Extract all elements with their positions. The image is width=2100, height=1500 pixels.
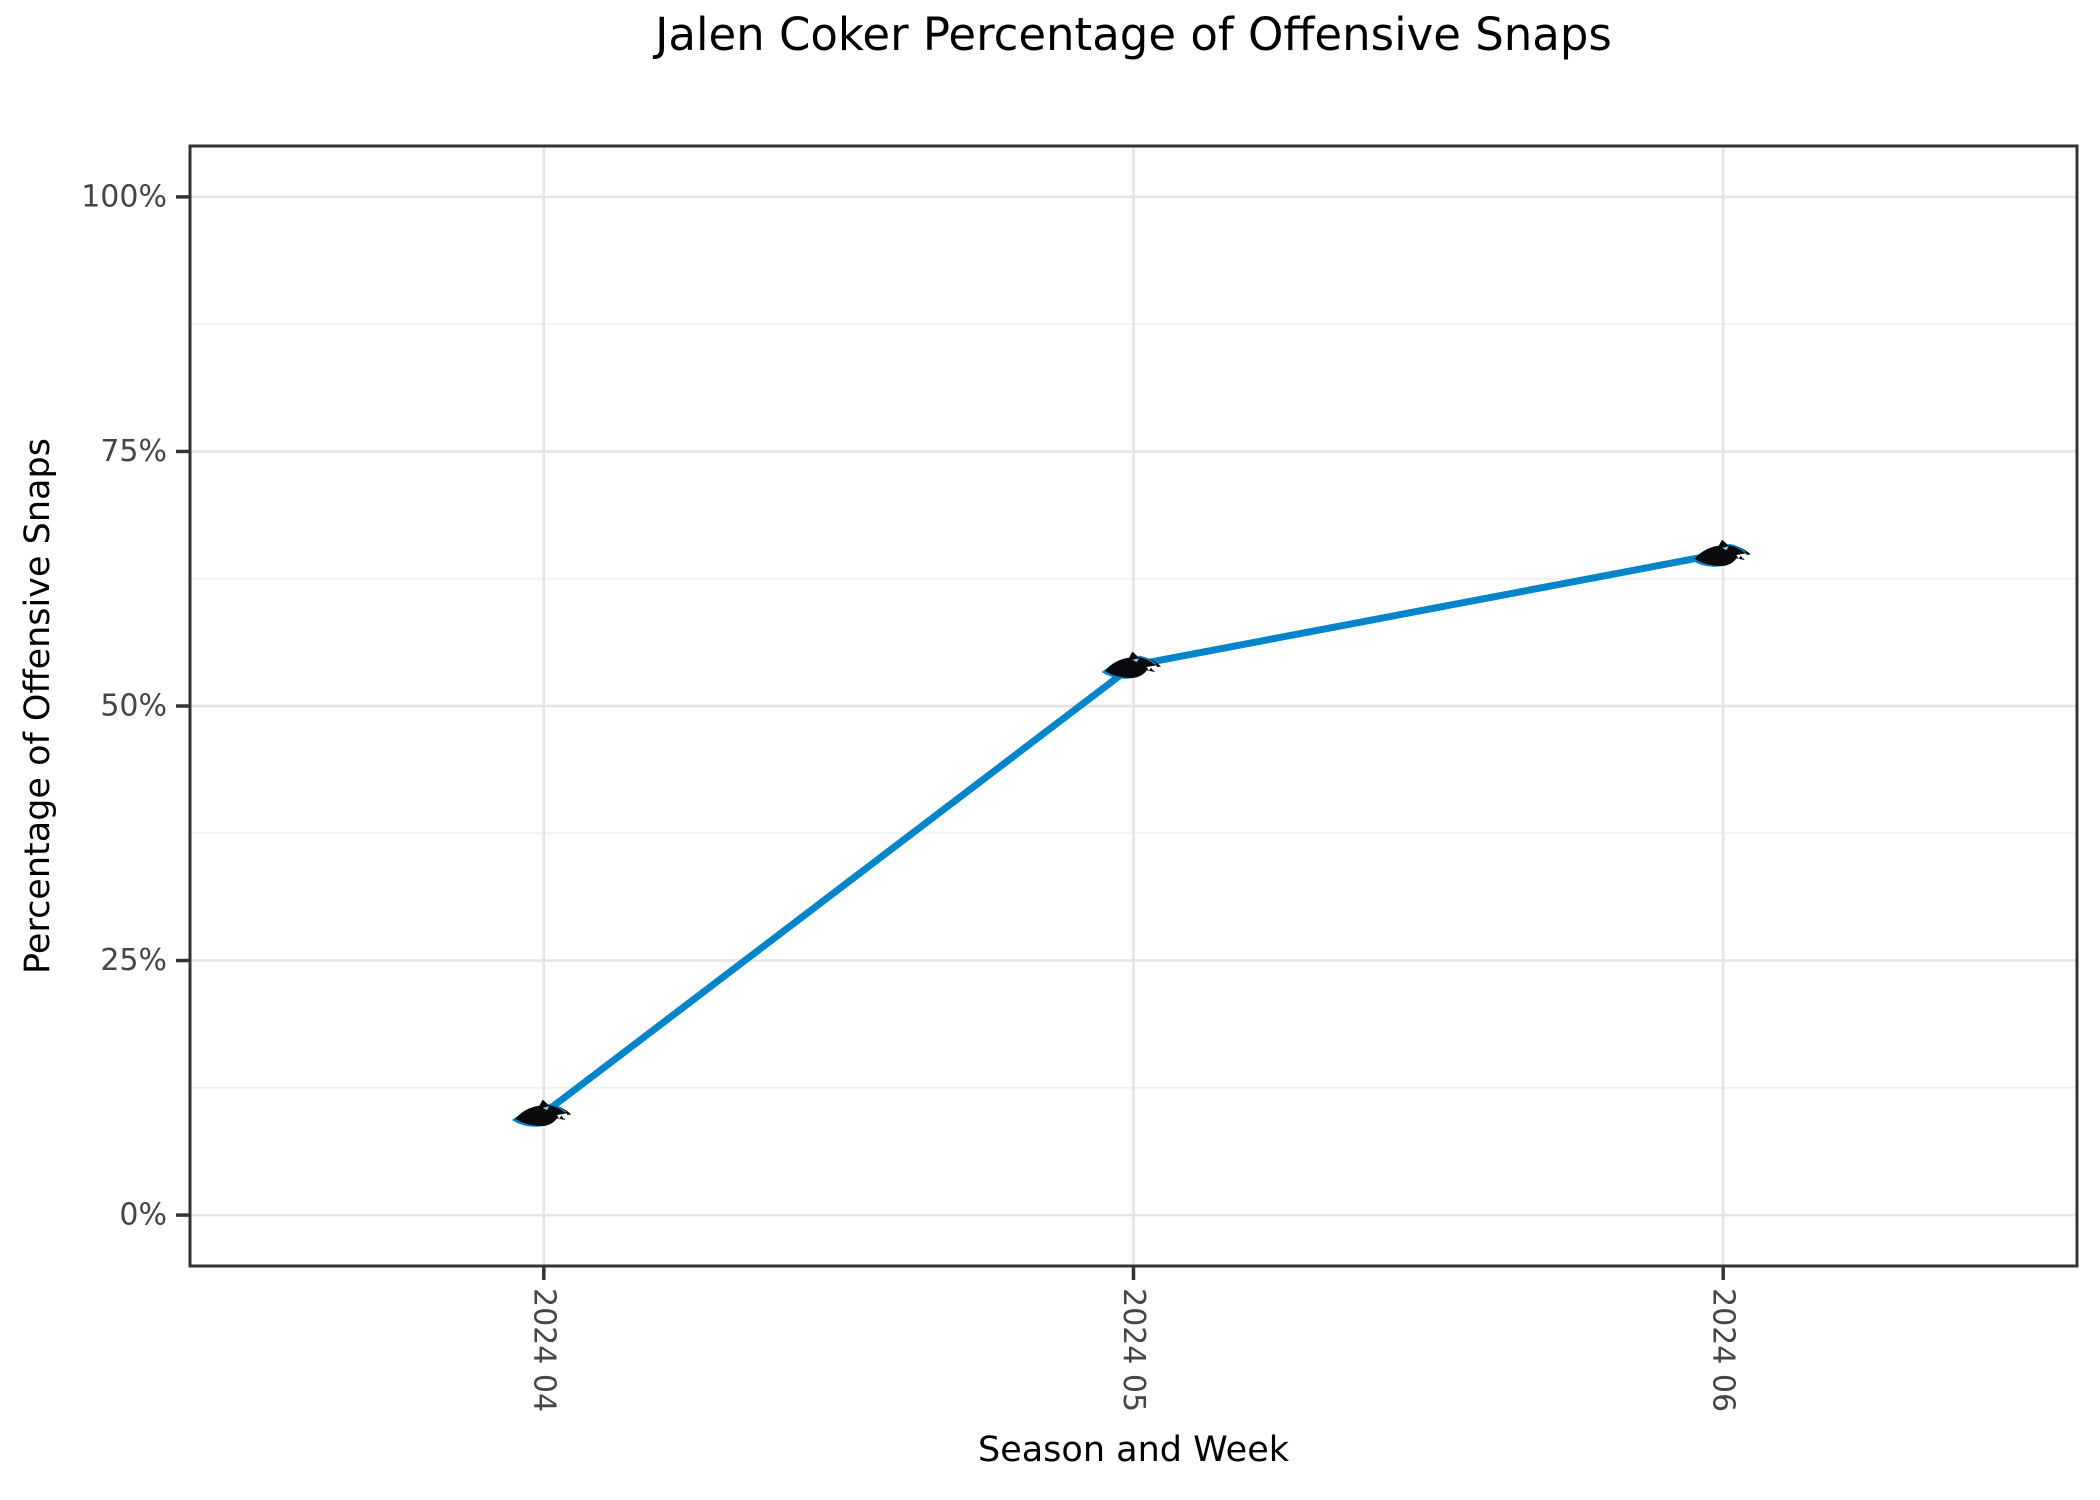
y-tick-label: 50% <box>100 689 167 724</box>
x-tick-label: 2024 06 <box>1706 1288 1741 1412</box>
x-tick-label: 2024 04 <box>526 1288 561 1412</box>
y-tick-label: 0% <box>119 1198 167 1233</box>
panthers-logo-marker <box>1690 538 1752 568</box>
y-axis-title: Percentage of Offensive Snaps <box>18 438 58 974</box>
x-tick-label: 2024 05 <box>1116 1288 1151 1412</box>
panthers-logo-marker <box>1100 650 1162 680</box>
y-tick-label: 75% <box>100 434 167 469</box>
x-axis-title: Season and Week <box>977 1430 1290 1470</box>
chart-title: Jalen Coker Percentage of Offensive Snap… <box>655 8 1612 61</box>
panthers-logo-marker <box>511 1098 573 1128</box>
y-tick-label: 25% <box>100 943 167 978</box>
y-tick-label: 100% <box>81 179 167 214</box>
